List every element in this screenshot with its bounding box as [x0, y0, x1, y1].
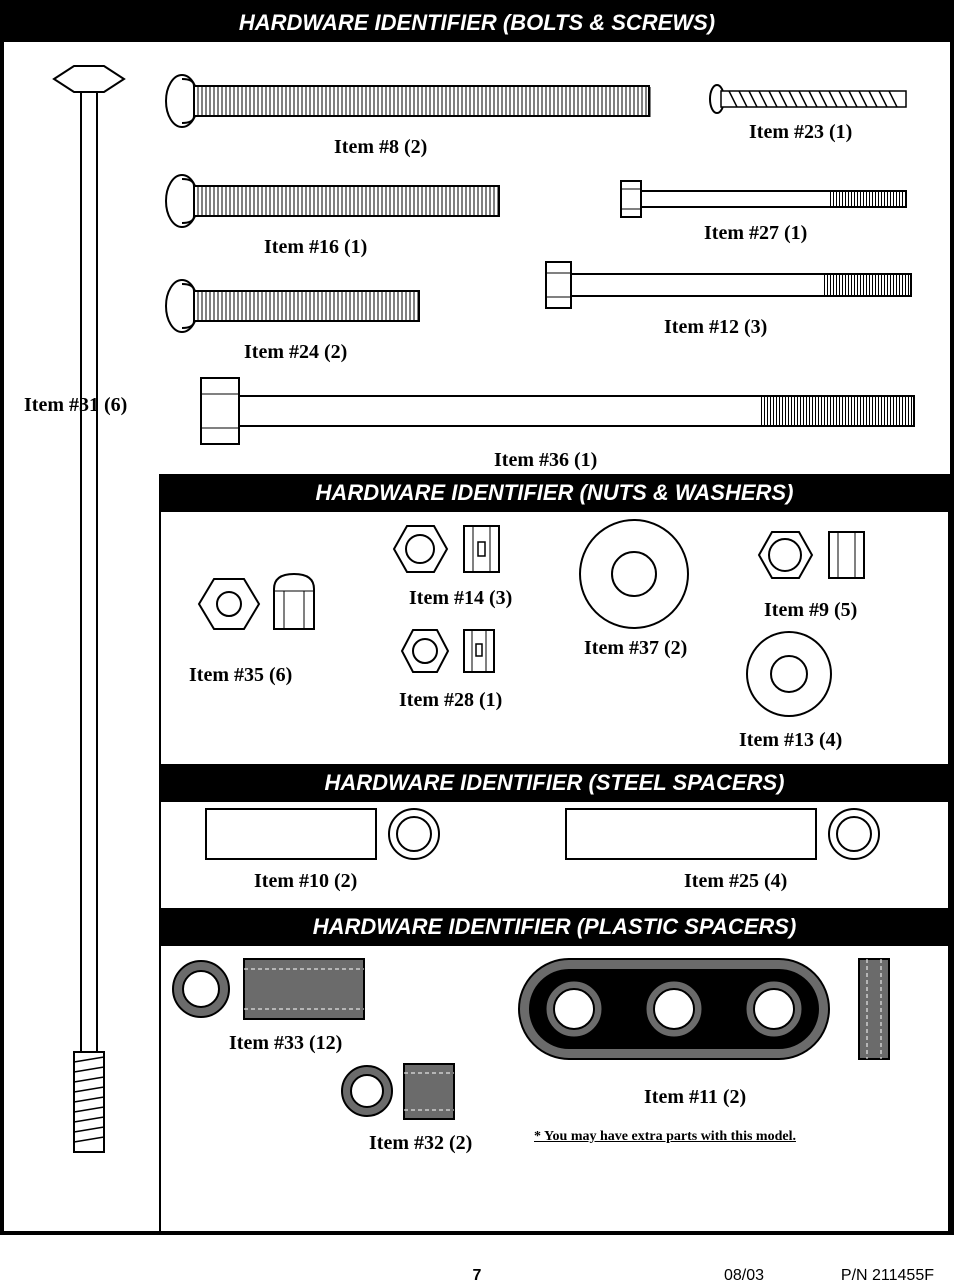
item-35-nut — [179, 559, 329, 649]
item-10-spacer — [204, 804, 454, 864]
label-35: Item #35 (6) — [189, 664, 292, 687]
label-33: Item #33 (12) — [229, 1032, 342, 1055]
item-28-nut — [389, 619, 519, 684]
item-9-nut — [744, 520, 894, 590]
footer-pn: P/N 211455F — [841, 1267, 934, 1285]
label-23: Item #23 (1) — [749, 121, 852, 144]
label-10: Item #10 (2) — [254, 870, 357, 893]
label-31: Item #31 (6) — [24, 394, 127, 417]
label-28: Item #28 (1) — [399, 689, 502, 712]
label-36: Item #36 (1) — [494, 449, 597, 472]
item-8-threads — [196, 87, 651, 117]
item-16-bolt — [164, 174, 504, 229]
header-plastic: HARDWARE IDENTIFIER (PLASTIC SPACERS) — [159, 908, 950, 946]
item-13-washer — [739, 629, 839, 729]
item-32-spacer — [339, 1059, 489, 1124]
item-24-bolt — [164, 279, 424, 334]
item-36-bolt — [199, 376, 919, 446]
label-27: Item #27 (1) — [704, 222, 807, 245]
label-37: Item #37 (2) — [584, 637, 687, 660]
label-16: Item #16 (1) — [264, 236, 367, 259]
footer: 7 08/03 P/N 211455F — [0, 1267, 954, 1285]
item-37-washer — [569, 519, 699, 649]
item-12-bolt — [544, 260, 914, 310]
label-8: Item #8 (2) — [334, 136, 427, 159]
label-13: Item #13 (4) — [739, 729, 842, 752]
item-31-bolt — [44, 64, 134, 1164]
page: HARDWARE IDENTIFIER (BOLTS & SCREWS) Ite… — [0, 0, 954, 1235]
header-steel: HARDWARE IDENTIFIER (STEEL SPACERS) — [159, 764, 950, 802]
item-27-bolt — [619, 179, 909, 219]
label-32: Item #32 (2) — [369, 1132, 472, 1155]
header-nuts: HARDWARE IDENTIFIER (NUTS & WASHERS) — [159, 474, 950, 512]
label-25: Item #25 (4) — [684, 870, 787, 893]
label-24: Item #24 (2) — [244, 341, 347, 364]
item-33-spacer — [169, 954, 369, 1024]
item-11-spacer — [514, 954, 914, 1084]
header-bolts: HARDWARE IDENTIFIER (BOLTS & SCREWS) — [4, 4, 950, 42]
item-14-nut — [379, 514, 529, 584]
page-number: 7 — [0, 1267, 954, 1285]
footnote: * You may have extra parts with this mod… — [534, 1129, 796, 1145]
label-9: Item #9 (5) — [764, 599, 857, 622]
label-11: Item #11 (2) — [644, 1086, 746, 1109]
label-14: Item #14 (3) — [409, 587, 512, 610]
footer-date: 08/03 — [724, 1267, 764, 1285]
item-25-spacer — [564, 804, 894, 864]
label-12: Item #12 (3) — [664, 316, 767, 339]
item-23-screw — [709, 84, 909, 114]
